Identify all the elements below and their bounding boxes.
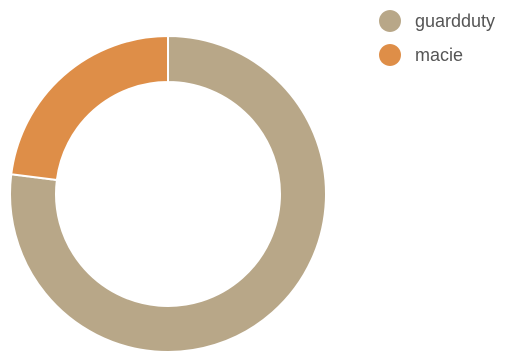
legend-swatch-guardduty bbox=[379, 10, 401, 32]
donut-slice-macie[interactable] bbox=[10, 34, 169, 182]
chart-legend: guardduty macie bbox=[379, 9, 495, 77]
legend-item-guardduty[interactable]: guardduty bbox=[379, 9, 495, 33]
legend-swatch-macie bbox=[379, 44, 401, 66]
legend-label-macie: macie bbox=[415, 45, 464, 65]
legend-label-guardduty: guardduty bbox=[415, 11, 496, 31]
donut-chart bbox=[9, 34, 327, 353]
legend-item-macie[interactable]: macie bbox=[379, 43, 495, 67]
donut-slice-guardduty[interactable] bbox=[9, 34, 327, 353]
